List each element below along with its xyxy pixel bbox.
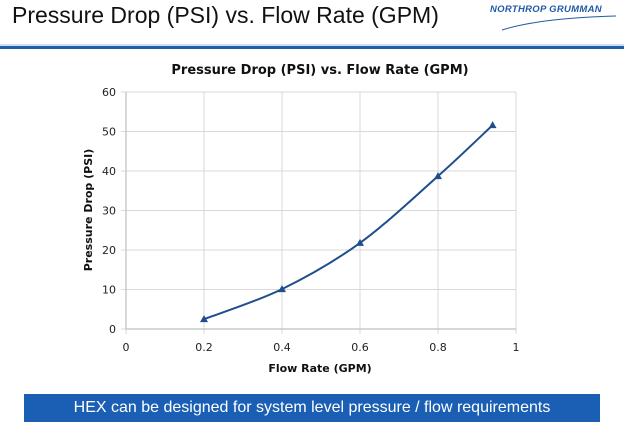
axes [125, 92, 516, 330]
y-tick-label: 30 [102, 205, 116, 218]
y-tick-label: 60 [102, 86, 116, 99]
x-tick-label: 0.2 [195, 341, 213, 354]
chart-title: Pressure Drop (PSI) vs. Flow Rate (GPM) [171, 63, 468, 78]
data-point-marker [278, 285, 286, 293]
x-axis-label: Flow Rate (GPM) [268, 362, 371, 375]
y-tick-label: 0 [109, 323, 116, 336]
y-tick-label: 20 [102, 244, 116, 257]
grid [121, 91, 517, 334]
y-axis-label: Pressure Drop (PSI) [82, 149, 95, 272]
series-markers [200, 121, 497, 323]
x-tick-label: 1 [513, 341, 520, 354]
x-tick-label: 0.8 [429, 341, 447, 354]
header-rule-highlight [0, 44, 624, 46]
logo-text: NORTHROP GRUMMAN [490, 4, 602, 15]
x-tick-label: 0 [123, 341, 130, 354]
tick-labels: 0 10 20 30 40 50 60 0 0.2 0.4 0.6 0.8 1 [102, 86, 520, 354]
logo-swoosh-icon [501, 15, 617, 31]
header-rule [0, 46, 624, 49]
data-point-marker [488, 121, 497, 129]
northrop-grumman-logo: NORTHROP GRUMMAN [480, 4, 620, 34]
x-tick-label: 0.4 [273, 341, 291, 354]
pressure-flow-chart: 0 10 20 30 40 50 60 0 0.2 0.4 0.6 0.8 1 Pressure Dro… [82, 63, 520, 375]
y-tick-label: 10 [102, 284, 116, 297]
slide-title: Pressure Drop (PSI) vs. Flow Rate (GPM) [12, 2, 439, 28]
series-line [203, 124, 494, 321]
summary-banner: HEX can be designed for system level pre… [24, 394, 600, 422]
x-tick-label: 0.6 [351, 341, 369, 354]
data-point-marker [356, 238, 364, 246]
y-tick-label: 50 [102, 126, 116, 139]
y-tick-label: 40 [102, 165, 116, 178]
data-point-marker [200, 315, 208, 323]
data-point-marker [434, 172, 442, 180]
